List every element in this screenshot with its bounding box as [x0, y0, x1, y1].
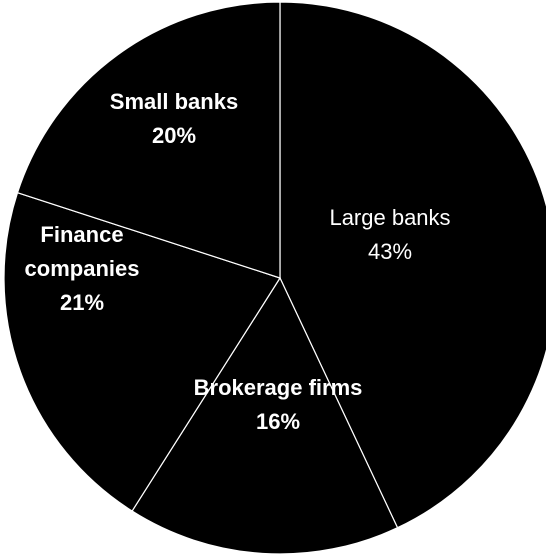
pie-slices [3, 1, 546, 554]
pie-labels: Large banks 43% Brokerage firms 16% Finance c… [25, 89, 451, 434]
slice-value-label-1: 16% [256, 409, 300, 434]
slice-name-label-1: Brokerage firms [194, 375, 363, 400]
slice-value-label-3: 20% [152, 123, 196, 148]
pie-slice-0 [279, 1, 546, 529]
slice-value-label-2: 21% [60, 290, 104, 315]
slice-name-label-0: Large banks [329, 205, 450, 230]
pie-slice-1 [131, 276, 399, 554]
slice-name-label-2: companies [25, 256, 140, 281]
slice-name-label-2: Finance [40, 222, 123, 247]
slice-name-label-3: Small banks [110, 89, 238, 114]
pie-slice-3 [16, 1, 281, 279]
pie-slice-2 [3, 191, 281, 512]
slice-value-label-0: 43% [368, 239, 412, 264]
